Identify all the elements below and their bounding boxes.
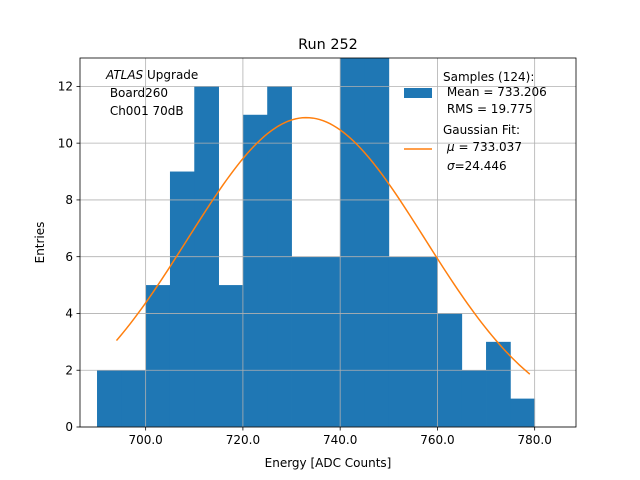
gaussian-fit-curve [115,116,531,375]
annotation-text: ATLAS Upgrade Board260 Ch001 70dB [105,68,198,118]
y-tick-label: 6 [65,250,73,264]
mu-symbol: μ [446,140,455,154]
y-axis-ticks: 0 2 4 6 8 10 12 [58,80,80,434]
annotation-line-2: Board260 [106,86,168,100]
histogram-bar [145,285,171,427]
x-axis-ticks: 700.0 720.0 740.0 760.0 780.0 [128,427,552,447]
plot-frame [79,57,577,428]
histogram-bar [340,58,365,427]
upgrade-label: Upgrade [143,68,198,82]
x-tick-label: 740.0 [323,433,357,447]
y-tick-label: 8 [65,193,73,207]
legend-samples-title: Samples (124): [443,70,534,84]
sigma-symbol: σ [447,159,455,173]
legend-samples-mean: Mean = 733.206 [443,85,547,99]
histogram-bar [510,398,536,427]
histogram-bar [121,370,147,427]
histogram-bar [413,256,438,427]
histogram-bar [461,370,487,427]
histogram-bar [169,171,195,427]
x-axis-label: Energy [ADC Counts] [265,456,392,470]
x-tick-label: 720.0 [226,433,260,447]
x-tick-label: 780.0 [517,433,551,447]
histogram-bar [97,370,122,427]
mu-value: = 733.037 [455,140,522,154]
legend-fit-title: Gaussian Fit: [443,123,520,137]
chart-title: Run 252 [298,37,358,53]
histogram-bar [291,256,341,427]
x-tick-label: 760.0 [420,433,454,447]
legend-fit-sigma: σ=24.446 [447,159,507,173]
x-tick-label: 700.0 [128,433,162,447]
histogram-bar [364,58,390,427]
y-tick-label: 10 [58,136,73,150]
y-tick-label: 12 [58,80,73,94]
annotation-line-1: ATLAS Upgrade [105,68,198,82]
y-tick-label: 2 [65,363,73,377]
annotation-line-3: Ch001 70dB [106,104,184,118]
atlas-label: ATLAS [105,68,144,82]
histogram-bar [242,114,268,428]
histogram-bar [218,285,244,427]
legend-samples-patch [404,88,432,98]
legend-samples-rms: RMS = 19.775 [443,102,533,116]
y-axis-label: Entries [33,222,47,264]
legend-fit-mu: μ = 733.037 [446,140,522,154]
y-tick-label: 0 [65,420,73,434]
histogram-bar [486,341,511,427]
histogram-bar [388,256,414,427]
legend: Samples (124): Mean = 733.206 RMS = 19.7… [404,70,547,173]
y-tick-label: 4 [65,307,73,321]
sigma-value: =24.446 [455,159,507,173]
